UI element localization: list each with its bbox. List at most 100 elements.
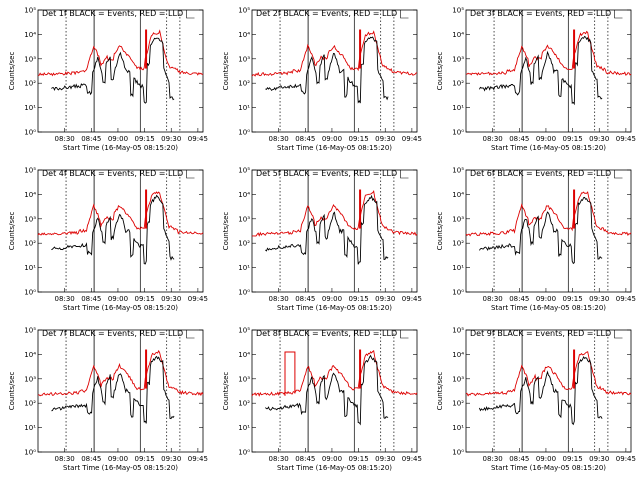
chart-det-5: Det 5f BLACK = Events, RED = LLD 10⁰ 10¹ 10… [222, 167, 422, 313]
x-axis-label: Start Time (16-May-05 08:15:20) [491, 144, 606, 152]
y-tick-label: 10¹ [452, 104, 464, 112]
x-tick-label: 09:45 [616, 455, 636, 463]
y-tick-label: 10⁰ [238, 289, 250, 297]
chart-det-3: Det 3f BLACK = Events, RED = LLD 10⁰ 10¹ 10… [436, 7, 636, 153]
chart-det-7: Det 7f BLACK = Events, RED = LLD 10⁰ 10¹ 10… [8, 327, 208, 473]
y-tick-label: 10⁴ [24, 351, 36, 359]
chart-title: Det 9f BLACK = Events, RED = LLD [470, 329, 611, 338]
y-tick-label: 10² [238, 80, 250, 88]
y-tick-label: 10⁰ [238, 129, 250, 137]
x-tick-label: 08:45 [509, 295, 529, 303]
y-axis-label: Counts/sec [222, 372, 230, 411]
x-axis-label: Start Time (16-May-05 08:15:20) [63, 464, 178, 472]
x-tick-label: 08:45 [509, 135, 529, 143]
y-tick-label: 10¹ [24, 104, 36, 112]
y-tick-label: 10² [24, 240, 36, 248]
y-tick-label: 10⁵ [24, 167, 36, 175]
series-events-line [478, 355, 603, 426]
y-tick-label: 10³ [238, 375, 250, 383]
y-axis-label: Counts/sec [436, 372, 444, 411]
y-tick-label: 10³ [24, 55, 36, 63]
y-tick-label: 10² [452, 240, 464, 248]
x-tick-label: 08:45 [81, 135, 101, 143]
x-tick-label: 09:00 [322, 295, 342, 303]
y-tick-label: 10⁴ [238, 31, 250, 39]
x-tick-label: 09:00 [536, 455, 556, 463]
series-events-line [265, 194, 389, 265]
y-tick-label: 10⁵ [452, 7, 464, 15]
y-tick-label: 10¹ [238, 104, 250, 112]
x-tick-label: 09:00 [536, 295, 556, 303]
plot-frame [465, 9, 632, 133]
x-axis-label: Start Time (16-May-05 08:15:20) [277, 144, 392, 152]
x-tick-label: 08:45 [509, 455, 529, 463]
x-tick-label: 09:30 [161, 455, 181, 463]
y-tick-label: 10⁵ [452, 167, 464, 175]
x-tick-label: 09:15 [134, 135, 154, 143]
series-events-line [265, 36, 389, 104]
series-lld-line [251, 189, 418, 237]
plot-frame [251, 169, 418, 293]
series-lld-line [37, 29, 204, 77]
series-lld-line [37, 349, 204, 397]
chart-title: Det 3f BLACK = Events, RED = LLD [470, 9, 611, 18]
chart-det-6: Det 6f BLACK = Events, RED = LLD 10⁰ 10¹ 10… [436, 167, 636, 313]
x-tick-label: 09:45 [402, 135, 422, 143]
corner-marker [400, 330, 409, 339]
x-tick-label: 08:45 [81, 295, 101, 303]
y-axis-label: Counts/sec [222, 212, 230, 251]
series-events-line [51, 194, 175, 265]
series-lld-line [465, 30, 632, 76]
y-tick-label: 10² [24, 400, 36, 408]
x-axis-label: Start Time (16-May-05 08:15:20) [277, 304, 392, 312]
chart-title: Det 4f BLACK = Events, RED = LLD [42, 169, 183, 178]
x-tick-label: 08:45 [295, 455, 315, 463]
x-tick-label: 09:30 [589, 455, 609, 463]
x-tick-label: 08:30 [269, 295, 289, 303]
series-events-line [51, 37, 175, 104]
y-axis-label: Counts/sec [8, 52, 16, 91]
chart-det-1: Det 1f BLACK = Events, RED = LLD 10⁰ 10¹ 10… [8, 7, 208, 153]
y-tick-label: 10² [238, 400, 250, 408]
y-tick-label: 10⁵ [24, 7, 36, 15]
y-tick-label: 10⁰ [24, 129, 36, 137]
chart-title: Det 8f BLACK = Events, RED = LLD [256, 329, 397, 338]
corner-marker [186, 10, 195, 19]
series-lld-line [37, 191, 204, 236]
x-tick-label: 09:15 [562, 455, 582, 463]
y-tick-label: 10¹ [238, 424, 250, 432]
y-tick-label: 10⁰ [24, 289, 36, 297]
series-lld-line [251, 30, 418, 77]
y-axis-label: Counts/sec [8, 212, 16, 251]
y-tick-label: 10² [24, 80, 36, 88]
series-events-line [265, 354, 389, 426]
x-tick-label: 08:45 [295, 135, 315, 143]
corner-marker [400, 10, 409, 19]
y-tick-label: 10⁰ [238, 449, 250, 457]
chart-title: Det 6f BLACK = Events, RED = LLD [470, 169, 611, 178]
x-axis-label: Start Time (16-May-05 08:15:20) [277, 464, 392, 472]
x-tick-label: 09:15 [562, 135, 582, 143]
y-tick-label: 10² [238, 240, 250, 248]
series-lld-line [465, 191, 632, 237]
y-tick-label: 10⁵ [238, 7, 250, 15]
y-tick-label: 10³ [238, 55, 250, 63]
y-axis-label: Counts/sec [436, 212, 444, 251]
x-tick-label: 08:30 [483, 135, 503, 143]
x-tick-label: 09:30 [161, 295, 181, 303]
x-tick-label: 09:30 [161, 135, 181, 143]
y-tick-label: 10³ [452, 215, 464, 223]
chart-title: Det 1f BLACK = Events, RED = LLD [42, 9, 183, 18]
x-tick-label: 09:45 [188, 295, 208, 303]
x-axis-label: Start Time (16-May-05 08:15:20) [491, 304, 606, 312]
corner-marker [186, 330, 195, 339]
x-tick-label: 08:30 [483, 295, 503, 303]
x-tick-label: 09:45 [188, 455, 208, 463]
x-tick-label: 08:30 [483, 455, 503, 463]
y-axis-label: Counts/sec [222, 52, 230, 91]
y-tick-label: 10¹ [24, 424, 36, 432]
x-tick-label: 09:30 [589, 135, 609, 143]
y-tick-label: 10⁵ [238, 327, 250, 335]
x-axis-label: Start Time (16-May-05 08:15:20) [63, 144, 178, 152]
x-axis-label: Start Time (16-May-05 08:15:20) [491, 464, 606, 472]
